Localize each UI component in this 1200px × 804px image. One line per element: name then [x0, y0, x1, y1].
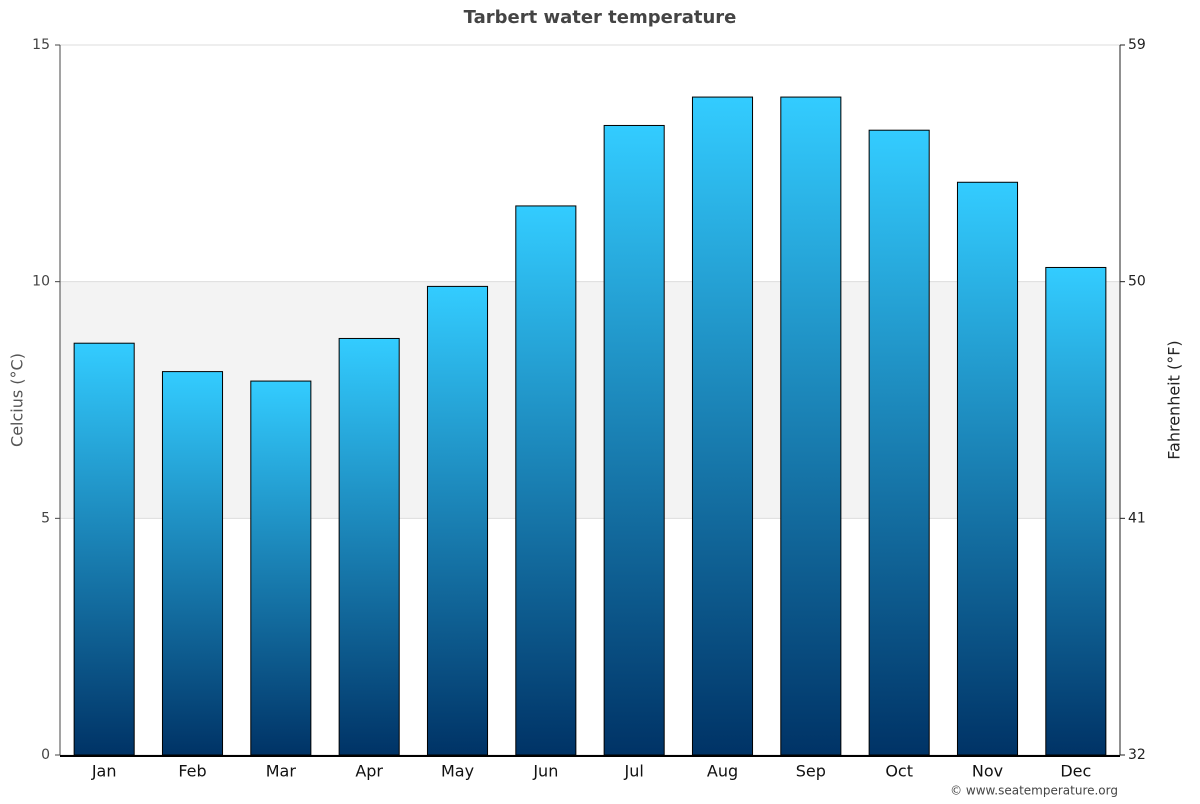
x-tick-label: Nov — [972, 762, 1003, 781]
y2-axis-label: Fahrenheit (°F) — [1165, 340, 1184, 459]
bar — [426, 285, 489, 756]
x-tick-label: Mar — [266, 762, 297, 781]
x-tick-label: Feb — [178, 762, 206, 781]
bar — [73, 342, 135, 756]
x-tick-label: Oct — [885, 762, 913, 781]
bar — [515, 205, 577, 756]
y2-tick-label: 32 — [1128, 747, 1146, 763]
bar — [956, 181, 1019, 756]
x-tick-label: Jan — [91, 762, 117, 781]
bar — [691, 96, 754, 756]
bar — [161, 371, 224, 756]
y2-tick-label: 50 — [1128, 274, 1146, 290]
x-tick-label: Sep — [796, 762, 826, 781]
y-tick-label: 15 — [32, 37, 50, 53]
x-tick-label: Dec — [1060, 762, 1091, 781]
bar — [603, 124, 665, 756]
bar — [250, 380, 312, 756]
y2-tick-label: 59 — [1128, 37, 1146, 53]
x-tick-label: Apr — [355, 762, 383, 781]
y2-tick-label: 41 — [1128, 510, 1146, 526]
x-tick-label: Jul — [624, 762, 644, 781]
bar — [1045, 266, 1107, 756]
x-tick-label: May — [441, 762, 474, 781]
x-tick-label: Aug — [707, 762, 738, 781]
bar — [780, 96, 842, 756]
bar — [338, 337, 400, 756]
credit: © www.seatemperature.org — [950, 784, 1118, 798]
y-tick-label: 10 — [32, 274, 50, 290]
chart-title: Tarbert water temperature — [464, 7, 737, 28]
y-tick-label: 0 — [41, 747, 50, 763]
y-tick-label: 5 — [41, 510, 50, 526]
bar — [868, 129, 930, 756]
x-tick-label: Jun — [532, 762, 558, 781]
shaded-band — [60, 281, 1120, 519]
y-axis-label: Celcius (°C) — [8, 353, 27, 447]
